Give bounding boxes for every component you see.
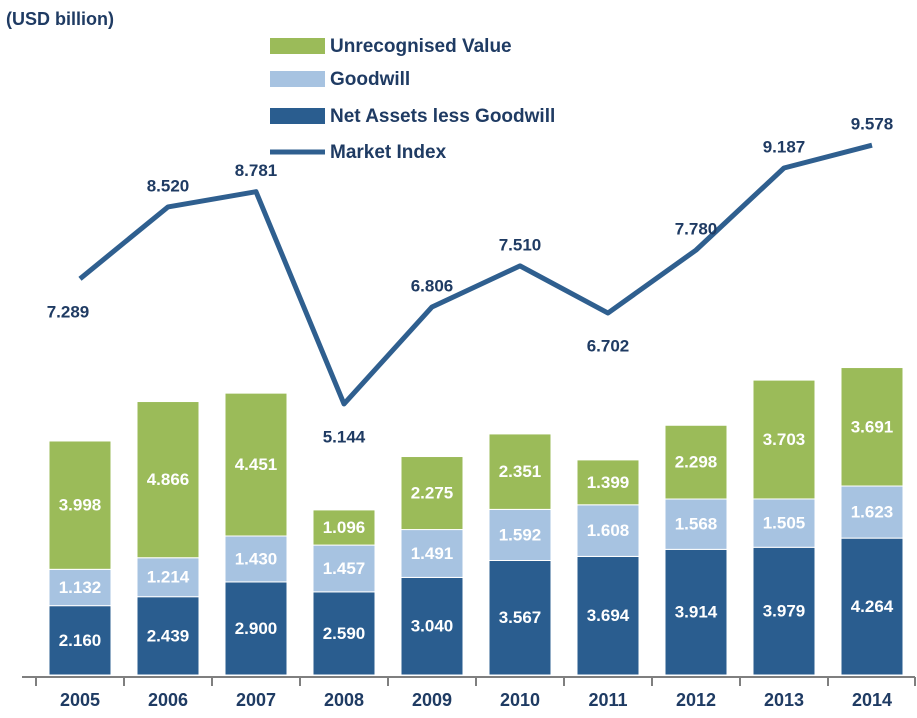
legend-swatch [270, 108, 325, 124]
bar-segment [224, 392, 288, 537]
x-tick-label: 2012 [676, 690, 716, 710]
value-label: 2.439 [147, 626, 190, 645]
bar-segment [312, 544, 376, 593]
bar-segment [488, 559, 552, 676]
bar-segment [840, 485, 904, 539]
legend-label: Net Assets less Goodwill [330, 106, 555, 127]
value-label: 1.399 [587, 473, 630, 492]
value-label: 3.998 [59, 496, 102, 515]
bar-segment [48, 440, 112, 570]
bar-segment [136, 401, 200, 559]
bar-segment [136, 557, 200, 598]
line-value-label: 8.520 [147, 176, 190, 195]
bar-segment [664, 424, 728, 500]
value-label: 4.264 [851, 597, 894, 616]
value-label: 2.160 [59, 631, 102, 650]
bar-segment [664, 548, 728, 676]
value-label: 1.623 [851, 503, 894, 522]
line-value-label: 9.187 [763, 137, 806, 156]
bar-segment [752, 379, 816, 500]
value-label: 3.691 [851, 417, 894, 436]
bar-segment [488, 433, 552, 510]
bar-segment [576, 459, 640, 506]
bar-segment [224, 535, 288, 583]
x-tick-label: 2006 [148, 690, 188, 710]
value-label: 1.457 [323, 559, 366, 578]
value-label: 3.914 [675, 603, 718, 622]
value-label: 2.351 [499, 462, 542, 481]
line-value-label: 7.289 [47, 302, 90, 321]
value-label: 1.491 [411, 544, 454, 563]
legend-label: Unrecognised Value [330, 36, 512, 57]
bar-segment [224, 581, 288, 676]
line-value-label: 6.702 [587, 337, 630, 356]
x-tick-label: 2008 [324, 690, 364, 710]
bar-segment [48, 605, 112, 676]
x-tick-label: 2007 [236, 690, 276, 710]
bar-segment [312, 509, 376, 546]
subtitle: (USD billion) [6, 9, 114, 29]
bar-segment [840, 537, 904, 676]
x-tick-label: 2013 [764, 690, 804, 710]
legend-swatch [270, 38, 325, 54]
x-tick-label: 2014 [852, 690, 892, 710]
line-value-label: 7.510 [499, 235, 542, 254]
bar-segment [400, 456, 464, 531]
value-label: 1.214 [147, 568, 190, 587]
value-label: 1.568 [675, 515, 718, 534]
line-series [78, 142, 873, 407]
line-value-label: 5.144 [323, 427, 366, 446]
legend-swatch [270, 71, 325, 87]
x-tick-label: 2005 [60, 690, 100, 710]
line-value-label: 8.781 [235, 161, 278, 180]
value-label: 4.866 [147, 470, 190, 489]
x-tick-label: 2010 [500, 690, 540, 710]
value-label: 1.505 [763, 514, 806, 533]
value-label: 2.900 [235, 619, 278, 638]
bar-segment [840, 367, 904, 487]
line-value-label: 7.780 [675, 220, 718, 239]
bar-segment [752, 498, 816, 548]
legend-label: Goodwill [330, 69, 410, 90]
value-label: 3.567 [499, 608, 542, 627]
value-label: 2.275 [411, 484, 454, 503]
value-label: 1.592 [499, 525, 542, 544]
bar-segment [488, 508, 552, 561]
value-label: 1.096 [323, 518, 366, 537]
bar-segment [312, 591, 376, 676]
value-label: 1.430 [235, 549, 278, 568]
value-label: 2.590 [323, 624, 366, 643]
value-label: 1.608 [587, 521, 630, 540]
value-label: 3.703 [763, 430, 806, 449]
bar-segment [400, 576, 464, 676]
value-label: 4.451 [235, 455, 278, 474]
value-label: 3.040 [411, 617, 454, 636]
value-label: 2.298 [675, 453, 718, 472]
value-label: 1.132 [59, 578, 102, 597]
bar-segment [664, 498, 728, 550]
x-tick-label: 2009 [412, 690, 452, 710]
bar-segment [400, 529, 464, 578]
line-value-label: 9.578 [851, 115, 894, 134]
x-tick-label: 2011 [588, 690, 627, 710]
legend-label: Market Index [330, 142, 447, 163]
bar-segment [576, 555, 640, 676]
bar-segment [752, 546, 816, 676]
value-label: 3.979 [763, 602, 806, 621]
line-value-label: 6.806 [411, 276, 454, 295]
value-label: 3.694 [587, 606, 630, 625]
